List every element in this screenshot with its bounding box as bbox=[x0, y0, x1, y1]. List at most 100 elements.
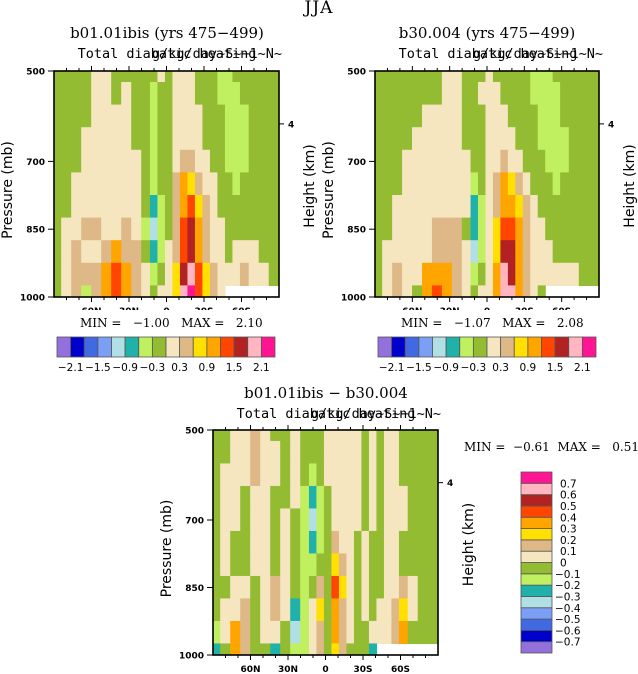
field-cell bbox=[194, 262, 204, 286]
field-cell bbox=[402, 172, 413, 196]
field-cell bbox=[209, 172, 219, 196]
colorbar-box bbox=[520, 607, 553, 620]
field-cell bbox=[537, 82, 546, 106]
field-cell bbox=[202, 71, 211, 83]
field-cell bbox=[91, 217, 102, 241]
colorbar-label: 1.5 bbox=[226, 362, 243, 374]
field-cell bbox=[515, 127, 524, 151]
colorbar-box bbox=[486, 336, 502, 358]
field-cell bbox=[217, 127, 226, 151]
field-cell bbox=[258, 71, 270, 83]
panel3-max-value: 0.51 bbox=[612, 440, 638, 454]
field-cell bbox=[91, 71, 102, 83]
field-cell bbox=[500, 104, 509, 128]
field-cell bbox=[71, 240, 82, 264]
field-cell bbox=[164, 82, 174, 106]
colorbar-label: 0.3 bbox=[492, 362, 509, 374]
field-cell bbox=[470, 149, 479, 173]
panel2-min-label: MIN = bbox=[401, 316, 443, 330]
field-cell bbox=[427, 575, 438, 600]
field-cell bbox=[149, 172, 159, 196]
field-cell bbox=[485, 195, 494, 219]
y-axis-label: Pressure (mb) bbox=[321, 141, 337, 239]
field-cell bbox=[375, 285, 383, 297]
field-cell bbox=[402, 262, 413, 286]
field-cell bbox=[194, 240, 204, 264]
field-cell bbox=[522, 149, 531, 173]
field-cell bbox=[323, 598, 333, 622]
field-cell bbox=[260, 430, 271, 442]
field-cell bbox=[300, 508, 310, 532]
field-cell bbox=[417, 553, 429, 577]
field-cell bbox=[101, 285, 112, 297]
field-cell bbox=[431, 285, 443, 297]
field-cell bbox=[376, 485, 385, 510]
panel1-field bbox=[54, 71, 279, 297]
field-cell bbox=[427, 430, 438, 442]
field-cell bbox=[560, 149, 570, 173]
field-cell bbox=[316, 530, 325, 555]
field-cell bbox=[239, 82, 250, 106]
field-cell bbox=[239, 149, 250, 173]
field-cell bbox=[470, 82, 479, 106]
colorbar-box bbox=[520, 528, 553, 541]
field-cell bbox=[402, 82, 413, 106]
field-cell bbox=[248, 195, 260, 219]
panel3-colorbar: −0.7−0.6−0.5−0.4−0.3−0.2−0.100.10.20.30.… bbox=[520, 471, 581, 654]
colorbar-box bbox=[151, 336, 167, 358]
colorbar-label: −0.9 bbox=[433, 362, 459, 374]
field-cell bbox=[239, 195, 250, 219]
field-cell bbox=[141, 217, 151, 241]
field-cell bbox=[441, 240, 453, 264]
field-cell bbox=[101, 262, 112, 286]
field-cell bbox=[280, 575, 291, 600]
field-cell bbox=[131, 195, 142, 219]
field-cell bbox=[477, 285, 487, 297]
colorbar-box bbox=[520, 584, 553, 597]
field-cell bbox=[280, 643, 291, 655]
field-cell bbox=[412, 217, 423, 241]
x-tick-label: 0 bbox=[322, 665, 328, 674]
field-cell bbox=[421, 195, 433, 219]
field-cell bbox=[149, 104, 159, 128]
field-cell bbox=[240, 440, 251, 465]
field-cell bbox=[239, 71, 250, 83]
field-cell bbox=[232, 149, 241, 173]
field-cell bbox=[270, 430, 281, 442]
field-cell bbox=[331, 575, 340, 600]
field-cell bbox=[391, 430, 400, 442]
field-cell bbox=[530, 217, 539, 241]
field-cell bbox=[492, 285, 501, 297]
colorbar-label: −0.5 bbox=[555, 614, 581, 626]
field-cell bbox=[578, 104, 590, 128]
field-cell bbox=[141, 240, 151, 264]
field-cell bbox=[492, 172, 501, 196]
field-cell bbox=[407, 553, 419, 577]
panel1-colorbar: −2.1 −1.5 −0.9 −0.3 0.3 0.9 1.5 2.1 bbox=[56, 336, 276, 374]
field-cell bbox=[485, 262, 494, 286]
field-cell bbox=[164, 285, 174, 297]
field-cell bbox=[300, 575, 310, 600]
field-cell bbox=[376, 530, 385, 555]
panel3-title: b01.01ibis − b30.004 bbox=[244, 384, 408, 402]
y-axis-label-right: Height (km) bbox=[622, 144, 638, 227]
x-tick-label: 30N bbox=[278, 665, 298, 674]
field-cell bbox=[240, 575, 251, 600]
field-cell bbox=[280, 430, 291, 442]
field-cell bbox=[54, 240, 62, 264]
field-cell bbox=[308, 620, 318, 645]
panel1-max-label: MAX = bbox=[181, 316, 225, 330]
field-cell bbox=[451, 71, 463, 83]
field-cell bbox=[391, 485, 400, 510]
y-tick-label: 500 bbox=[26, 68, 45, 78]
field-cell bbox=[270, 508, 281, 532]
field-cell bbox=[382, 217, 393, 241]
field-cell bbox=[270, 553, 281, 577]
field-cell bbox=[552, 127, 561, 151]
colorbar-box bbox=[541, 336, 556, 358]
y-tick-label: 500 bbox=[185, 427, 204, 437]
field-cell bbox=[240, 553, 251, 577]
field-cell bbox=[451, 240, 463, 264]
panel3-max-label: MAX = bbox=[557, 440, 601, 454]
field-cell bbox=[361, 440, 370, 465]
